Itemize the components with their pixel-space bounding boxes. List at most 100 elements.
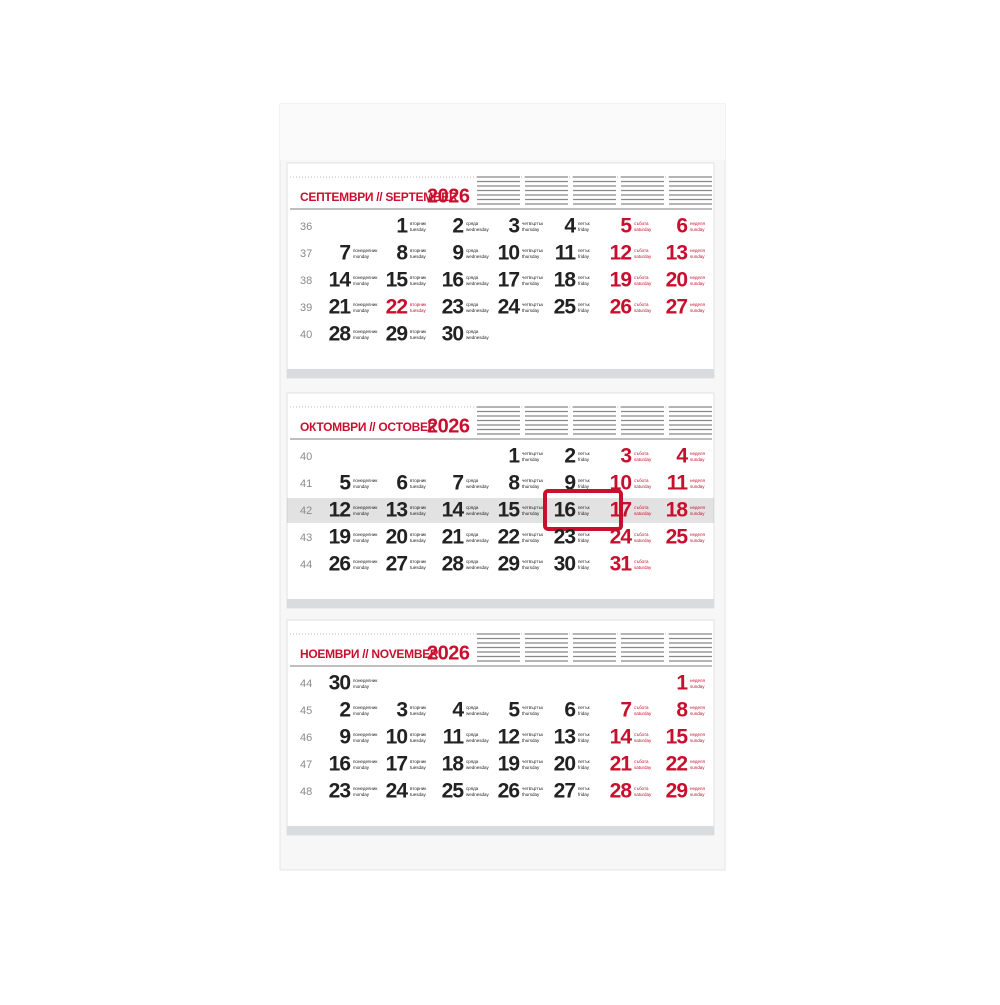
weekday-bg: неделя: [690, 759, 705, 764]
day-number: 11: [555, 242, 577, 265]
weekday-en: thursday: [522, 281, 540, 286]
day-number: 22: [498, 526, 520, 549]
weekday-bg: събота: [634, 705, 649, 710]
weekday-bg: събота: [634, 505, 649, 510]
weekday-en: monday: [353, 511, 370, 516]
day-number: 2: [564, 445, 575, 468]
weekday-bg: понеделник: [353, 559, 377, 564]
weekday-en: friday: [578, 254, 590, 259]
day-number: 24: [498, 296, 521, 319]
weekday-en: saturday: [634, 565, 652, 570]
weekday-bg: четвъртък: [522, 248, 543, 253]
day-number: 23: [442, 296, 464, 319]
weekday-bg: четвъртък: [522, 221, 543, 226]
weekday-en: monday: [353, 565, 370, 570]
weekday-en: saturday: [634, 308, 652, 313]
weekday-en: monday: [353, 684, 370, 689]
weekday-bg: сряда: [466, 248, 479, 253]
day-number: 15: [498, 499, 521, 522]
day-number: 12: [610, 242, 632, 265]
weekday-bg: вторник: [410, 302, 426, 307]
weekday-bg: петък: [578, 786, 590, 791]
weekday-en: tuesday: [410, 335, 427, 340]
week-number: 40: [300, 451, 312, 463]
weekday-bg: неделя: [690, 705, 705, 710]
weekday-bg: вторник: [410, 759, 426, 764]
panel-shadow: [287, 599, 714, 608]
weekday-bg: понеделник: [353, 705, 377, 710]
weekday-en: thursday: [522, 254, 540, 259]
week-number: 43: [300, 532, 312, 544]
day-number: 11: [667, 472, 689, 495]
weekday-bg: сряда: [466, 559, 479, 564]
weekday-en: thursday: [522, 538, 540, 543]
day-number: 21: [442, 526, 465, 549]
weekday-en: saturday: [634, 281, 652, 286]
weekday-bg: понеделник: [353, 732, 377, 737]
day-number: 8: [396, 242, 408, 265]
day-number: 5: [339, 472, 351, 495]
weekday-en: wednesday: [466, 792, 490, 797]
weekday-bg: сряда: [466, 532, 479, 537]
weekday-bg: събота: [634, 732, 649, 737]
day-number: 31: [610, 553, 633, 576]
weekday-en: friday: [578, 484, 590, 489]
day-number: 26: [329, 553, 351, 576]
weekday-bg: понеделник: [353, 786, 377, 791]
day-number: 4: [564, 215, 576, 238]
weekday-en: wednesday: [466, 308, 490, 313]
day-number: 6: [676, 215, 687, 238]
weekday-bg: събота: [634, 478, 649, 483]
day-number: 23: [554, 526, 576, 549]
day-number: 29: [666, 780, 688, 803]
day-number: 7: [452, 472, 463, 495]
day-number: 17: [386, 753, 408, 776]
week-number: 44: [300, 678, 312, 690]
weekday-en: friday: [578, 792, 590, 797]
month-panel: [286, 392, 715, 609]
weekday-en: saturday: [634, 765, 652, 770]
weekday-en: saturday: [634, 484, 652, 489]
weekday-bg: вторник: [410, 248, 426, 253]
weekday-en: monday: [353, 711, 370, 716]
weekday-bg: вторник: [410, 275, 426, 280]
weekday-bg: сряда: [466, 786, 479, 791]
day-number: 13: [666, 242, 688, 265]
day-number: 12: [329, 499, 351, 522]
weekday-bg: сряда: [466, 478, 479, 483]
weekday-bg: неделя: [690, 478, 705, 483]
weekday-en: monday: [353, 335, 370, 340]
weekday-bg: събота: [634, 532, 649, 537]
weekday-en: saturday: [634, 254, 652, 259]
weekday-en: wednesday: [466, 565, 490, 570]
weekday-bg: четвъртък: [522, 705, 543, 710]
weekday-bg: вторник: [410, 532, 426, 537]
weekday-en: sunday: [690, 511, 705, 516]
day-number: 21: [329, 296, 352, 319]
weekday-en: sunday: [690, 792, 705, 797]
weekday-en: sunday: [690, 538, 705, 543]
weekday-en: saturday: [634, 457, 652, 462]
week-number: 44: [300, 559, 312, 571]
day-number: 10: [498, 242, 520, 265]
day-number: 18: [554, 269, 577, 292]
day-number: 17: [610, 499, 632, 522]
day-number: 25: [554, 296, 577, 319]
weekday-bg: сряда: [466, 732, 479, 737]
weekday-bg: четвъртък: [522, 302, 543, 307]
weekday-bg: събота: [634, 559, 649, 564]
weekday-en: monday: [353, 484, 370, 489]
month-year: 2026: [427, 185, 470, 207]
day-number: 11: [443, 726, 465, 749]
weekday-en: friday: [578, 281, 590, 286]
weekday-en: tuesday: [410, 308, 427, 313]
weekday-en: wednesday: [466, 335, 490, 340]
weekday-bg: понеделник: [353, 759, 377, 764]
day-number: 8: [676, 699, 688, 722]
weekday-bg: четвъртък: [522, 759, 543, 764]
weekday-en: wednesday: [466, 254, 490, 259]
weekday-en: wednesday: [466, 765, 490, 770]
weekday-en: tuesday: [410, 538, 427, 543]
weekday-en: tuesday: [410, 511, 427, 516]
weekday-en: sunday: [690, 254, 705, 259]
